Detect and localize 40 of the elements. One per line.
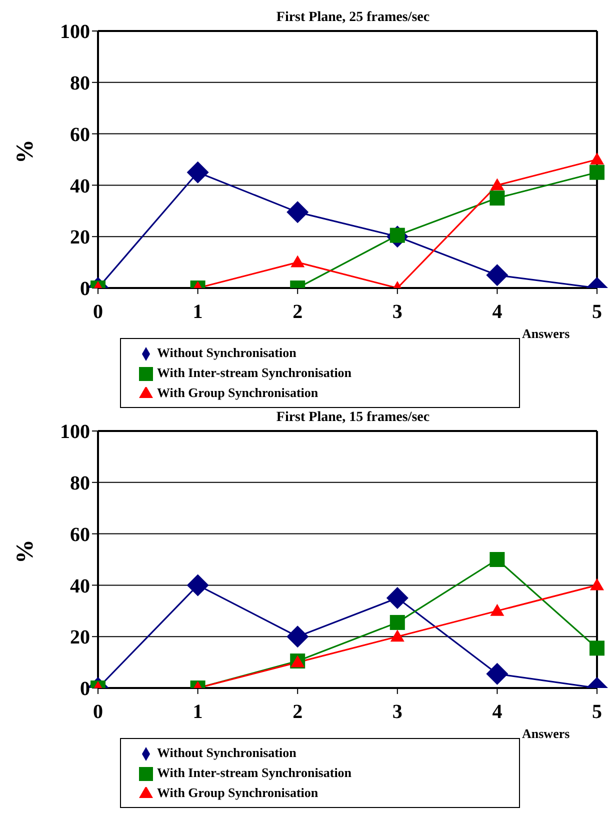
chart-title: First Plane, 25 frames/sec xyxy=(275,10,431,26)
legend-label: Without Synchronisation xyxy=(157,745,296,760)
legend-label: With Inter-stream Synchronisation xyxy=(157,765,352,780)
y-tick-label: 60 xyxy=(70,124,90,146)
chart-title: First Plane, 15 frames/sec xyxy=(275,410,431,426)
x-tick-label: 3 xyxy=(392,701,402,724)
legend-label: With Group Synchronisation xyxy=(157,785,318,800)
x-axis-title: Answers xyxy=(522,326,570,342)
point xyxy=(590,152,604,164)
legend-label: With Group Synchronisation xyxy=(157,385,318,400)
y-tick-label: 20 xyxy=(70,226,90,249)
x-tick-label: 3 xyxy=(392,301,402,324)
y-tick-label: 40 xyxy=(70,175,90,198)
legend-label: With Inter-stream Synchronisation xyxy=(157,365,352,380)
x-tick-label: 5 xyxy=(592,301,602,324)
x-tick-label: 1 xyxy=(192,301,203,324)
legend-label: Without Synchronisation xyxy=(157,345,296,360)
y-tick-label: 0 xyxy=(80,278,90,300)
y-tick-label: 20 xyxy=(70,626,90,649)
y-tick-label: 100 xyxy=(60,421,90,444)
x-tick-label: 4 xyxy=(492,701,502,724)
x-axis-title: Answers xyxy=(522,726,570,742)
y-tick-label: 40 xyxy=(70,575,90,598)
point xyxy=(490,178,504,190)
y-tick-label: 0 xyxy=(80,678,90,700)
y-tick-label: 100 xyxy=(60,21,90,44)
x-tick-label: 2 xyxy=(292,301,303,324)
x-tick-label: 4 xyxy=(492,301,502,324)
y-tick-label: 80 xyxy=(70,472,90,494)
y-axis-title: % xyxy=(12,140,40,164)
y-tick-label: 80 xyxy=(70,72,90,94)
y-tick-label: 60 xyxy=(70,524,90,546)
x-tick-label: 5 xyxy=(592,701,602,724)
point xyxy=(590,164,604,180)
y-axis-title: % xyxy=(12,540,40,564)
point xyxy=(286,201,309,224)
x-tick-label: 1 xyxy=(192,701,203,724)
point xyxy=(490,190,505,206)
x-tick-label: 2 xyxy=(292,701,303,724)
point xyxy=(186,161,209,184)
